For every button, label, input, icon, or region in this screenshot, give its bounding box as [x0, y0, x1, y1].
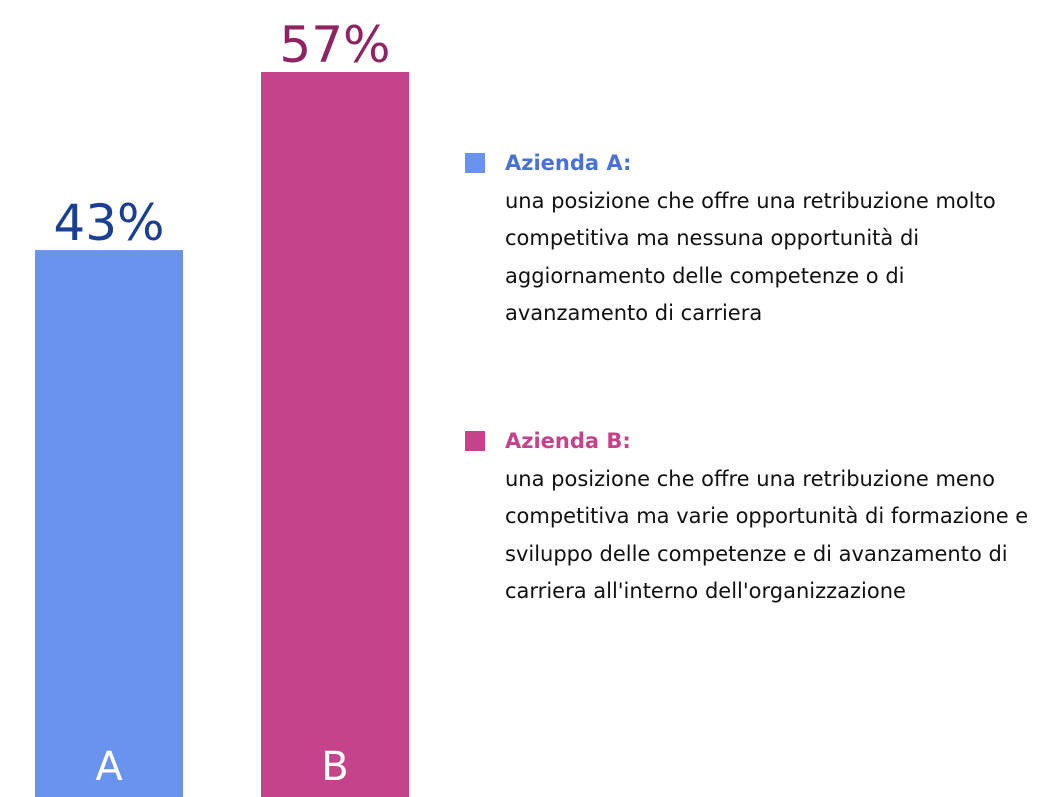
category-label: B	[321, 744, 348, 790]
legend-description: una posizione che offre una retribuzione…	[505, 466, 1029, 604]
legend-swatch	[465, 431, 485, 451]
bar	[35, 250, 183, 797]
legend-name: Azienda A:	[505, 151, 632, 175]
category-label: A	[95, 744, 123, 790]
legend-name: Azienda B:	[505, 429, 631, 453]
value-label: 57%	[279, 16, 390, 74]
legend-swatch	[465, 153, 485, 173]
bar	[261, 72, 409, 797]
legend-text: Azienda B: una posizione che offre una re…	[505, 423, 1040, 611]
value-label: 43%	[53, 194, 164, 252]
legend-text: Azienda A: una posizione che offre una re…	[505, 145, 1040, 333]
legend-description: una posizione che offre una retribuzione…	[505, 188, 996, 326]
